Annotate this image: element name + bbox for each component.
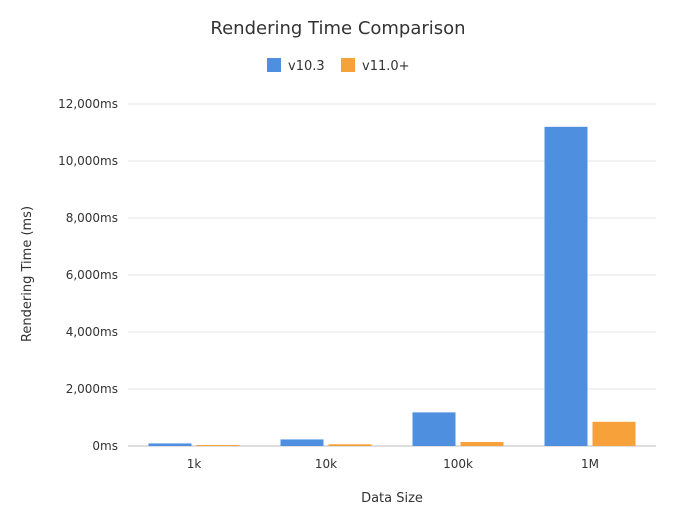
bar-v11.0+-10k — [328, 444, 372, 446]
y-tick-label: 10,000ms — [58, 154, 118, 168]
y-tick-label: 2,000ms — [66, 382, 118, 396]
bar-v11.0+-100k — [460, 442, 504, 446]
bar-v10.3-1k — [148, 443, 192, 446]
bar-v10.3-10k — [280, 439, 324, 446]
bar-v10.3-1M — [544, 126, 588, 447]
x-axis-title: Data Size — [361, 491, 423, 506]
legend-label: v10.3 — [288, 59, 325, 74]
bar-v11.0+-1k — [196, 445, 240, 446]
x-tick-label: 1M — [581, 457, 599, 471]
y-tick-label: 0ms — [92, 439, 118, 453]
y-tick-label: 4,000ms — [66, 325, 118, 339]
x-axis-ticks: 1k 10k 100k 1M — [187, 457, 599, 471]
legend: v10.3 v11.0+ — [267, 58, 410, 74]
x-tick-label: 1k — [187, 457, 202, 471]
y-tick-label: 12,000ms — [58, 97, 118, 111]
bar-v10.3-100k — [412, 412, 456, 446]
x-tick-label: 10k — [315, 457, 337, 471]
y-axis-title: Rendering Time (ms) — [20, 206, 35, 342]
y-tick-label: 8,000ms — [66, 211, 118, 225]
legend-swatch — [341, 58, 355, 72]
legend-swatch — [267, 58, 281, 72]
chart-title: Rendering Time Comparison — [210, 18, 465, 39]
bars — [148, 126, 636, 447]
gridlines — [128, 103, 656, 447]
x-tick-label: 100k — [443, 457, 473, 471]
y-axis-ticks: 0ms 2,000ms 4,000ms 6,000ms 8,000ms 10,000ms 1… — [58, 97, 118, 453]
legend-label: v11.0+ — [362, 59, 410, 74]
bar-v11.0+-1M — [592, 421, 636, 446]
y-tick-label: 6,000ms — [66, 268, 118, 282]
